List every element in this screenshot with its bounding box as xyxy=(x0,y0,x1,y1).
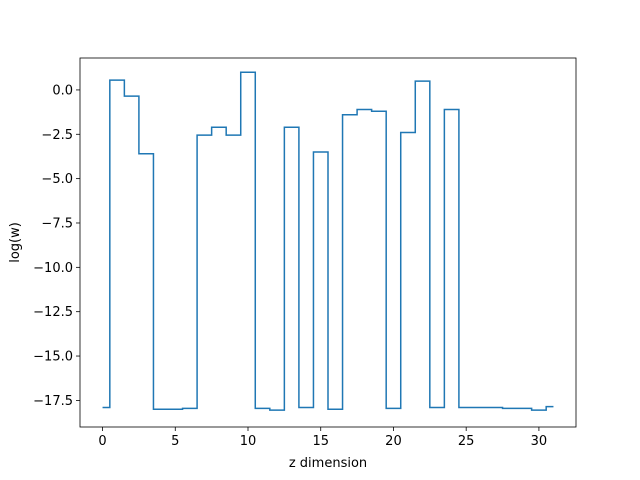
y-tick-label: −5.0 xyxy=(41,172,73,187)
y-tick-label: −10.0 xyxy=(33,261,73,276)
y-axis-ticks: 0.0 −2.5 −5.0 −7.5 −10.0 −12.5 −15.0 −17.5 xyxy=(33,83,80,409)
x-tick-label: 20 xyxy=(385,434,402,449)
y-tick-label: −2.5 xyxy=(41,128,73,143)
axes-frame xyxy=(79,57,577,428)
x-axis-ticks: 0 5 10 15 20 25 30 xyxy=(98,427,547,449)
y-axis-label: log(w) xyxy=(8,222,23,263)
x-tick-label: 5 xyxy=(171,434,179,449)
x-tick-label: 30 xyxy=(531,434,548,449)
y-tick-label: 0.0 xyxy=(52,83,73,98)
x-tick-label: 0 xyxy=(98,434,106,449)
x-tick-label: 10 xyxy=(240,434,257,449)
y-tick-label: −7.5 xyxy=(41,216,73,231)
plot-area xyxy=(102,71,554,411)
x-tick-label: 25 xyxy=(458,434,475,449)
y-tick-label: −15.0 xyxy=(33,350,73,365)
y-tick-label: −17.5 xyxy=(33,394,73,409)
x-tick-label: 15 xyxy=(312,434,329,449)
x-axis-label: z dimension xyxy=(289,456,367,471)
y-tick-label: −12.5 xyxy=(33,305,73,320)
series-line xyxy=(102,71,554,411)
